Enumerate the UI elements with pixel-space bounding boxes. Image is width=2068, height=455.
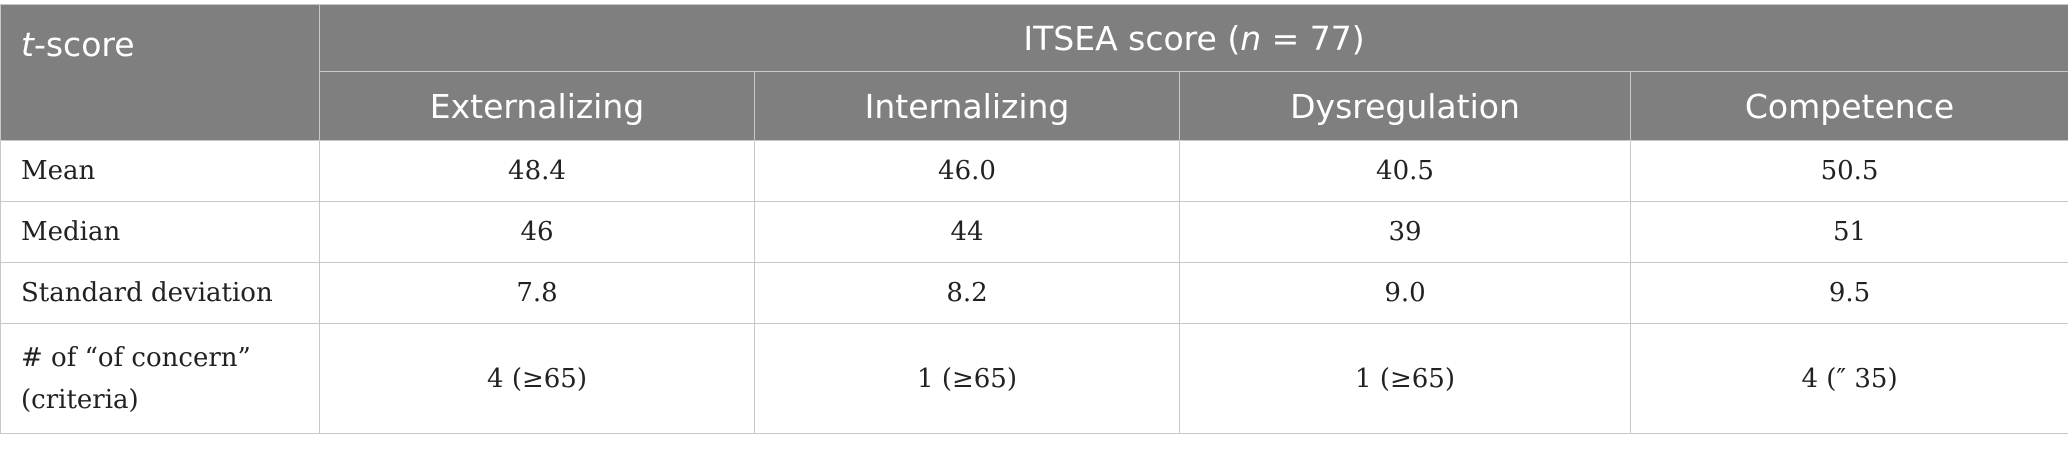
header-row-columns: Externalizing Internalizing Dysregulatio… [1,71,2068,141]
header-itsea-score: ITSEA score (n = 77) [318,4,2068,72]
cell-median-dysregulation: 39 [1179,201,1631,263]
row-label-of-concern: # of “of concern” (criteria) [0,323,320,434]
cell-mean-competence: 50.5 [1629,140,2068,202]
table-row-mean: Mean 48.4 46.0 40.5 50.5 [0,140,2068,202]
itsea-score-table: t-score ITSEA score (n = 77) Externalizi… [0,4,2068,434]
cell-sd-externalizing: 7.8 [319,262,755,324]
cell-median-externalizing: 46 [319,201,755,263]
table-body: Mean 48.4 46.0 40.5 50.5 Median 46 44 39… [0,140,2068,434]
header-row-group: t-score ITSEA score (n = 77) [0,4,2068,141]
t-score-suffix: -score [33,25,135,64]
row-label-of-concern-line1: # of “of concern” [21,342,251,373]
row-label-mean: Mean [0,140,320,202]
t-variable: t [21,25,34,64]
group-n-variable: n [1240,18,1262,58]
cell-mean-internalizing: 46.0 [754,140,1180,202]
header-t-score: t-score [0,4,320,141]
row-label-median: Median [0,201,320,263]
group-prefix: ITSEA score ( [1023,18,1241,58]
cell-sd-competence: 9.5 [1629,262,2068,324]
cell-concern-dysregulation: 1 (≥65) [1179,323,1631,434]
table-row-of-concern: # of “of concern” (criteria) 4 (≥65) 1 (≥… [0,323,2068,434]
column-header-externalizing: Externalizing [319,71,755,141]
table-header: t-score ITSEA score (n = 77) Externalizi… [0,4,2068,141]
cell-sd-dysregulation: 9.0 [1179,262,1631,324]
table-row-standard-deviation: Standard deviation 7.8 8.2 9.0 9.5 [0,262,2068,324]
column-header-dysregulation: Dysregulation [1179,71,1631,141]
cell-sd-internalizing: 8.2 [754,262,1180,324]
cell-mean-externalizing: 48.4 [319,140,755,202]
cell-concern-internalizing: 1 (≥65) [754,323,1180,434]
table-row-median: Median 46 44 39 51 [0,201,2068,263]
group-suffix: = 77) [1261,18,1365,58]
column-header-internalizing: Internalizing [754,71,1180,141]
column-header-competence: Competence [1629,71,2068,141]
cell-mean-dysregulation: 40.5 [1179,140,1631,202]
cell-median-competence: 51 [1629,201,2068,263]
row-label-standard-deviation: Standard deviation [0,262,320,324]
row-label-of-concern-line2: (criteria) [21,384,139,415]
cell-concern-externalizing: 4 (≥65) [319,323,755,434]
cell-median-internalizing: 44 [754,201,1180,263]
cell-concern-competence: 4 (″ 35) [1629,323,2068,434]
